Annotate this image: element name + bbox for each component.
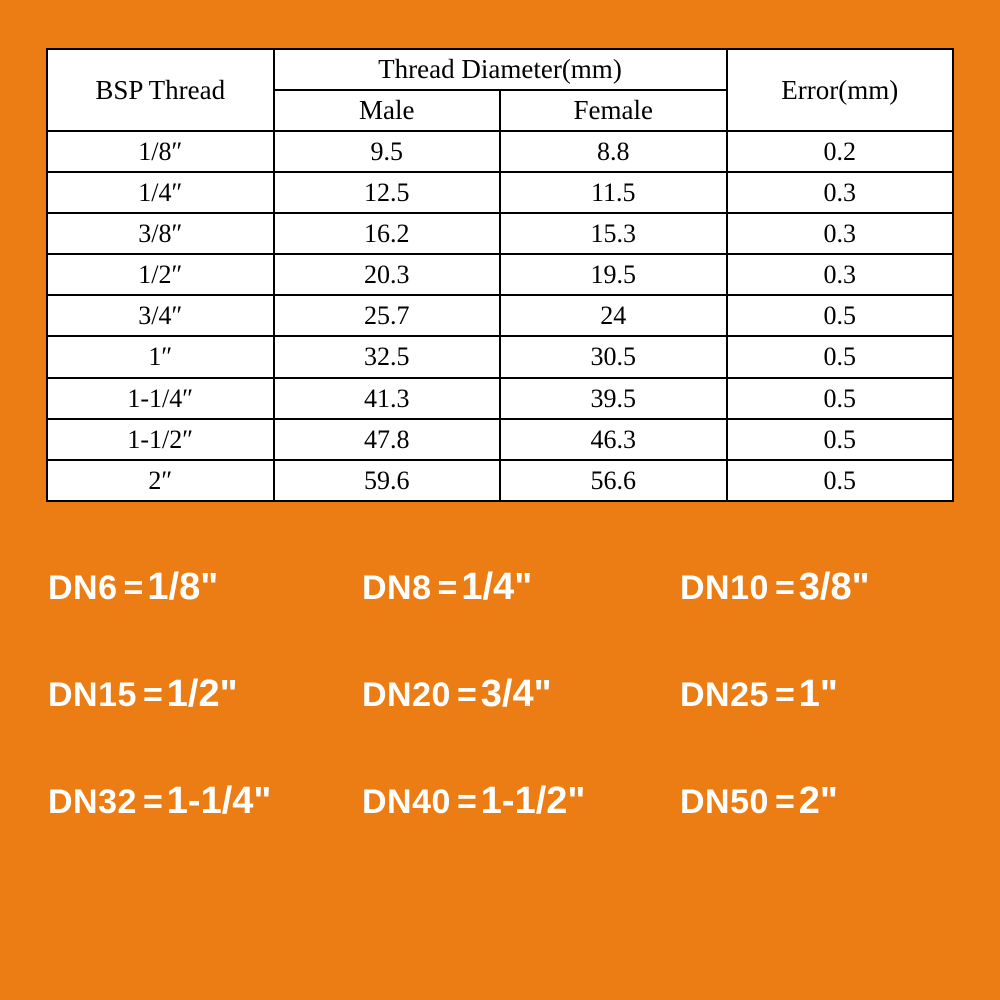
dn-value: 1-1/4" [167,780,272,823]
cell-bsp: 2″ [47,460,274,501]
cell-error: 0.5 [727,295,954,336]
dn-item: DN50 = 2" [658,780,954,823]
table-row: 1/4″ 12.5 11.5 0.3 [47,172,953,213]
cell-bsp: 1/2″ [47,254,274,295]
cell-male: 12.5 [274,172,501,213]
dn-item: DN6 = 1/8" [46,566,342,609]
cell-male: 25.7 [274,295,501,336]
dn-code: DN40 [362,783,451,822]
cell-error: 0.3 [727,254,954,295]
table-row: 1/8″ 9.5 8.8 0.2 [47,131,953,172]
dn-value: 1" [799,673,838,716]
dn-value: 3/4" [481,673,552,716]
cell-female: 24 [500,295,727,336]
cell-female: 39.5 [500,378,727,419]
table-row: 1-1/4″ 41.3 39.5 0.5 [47,378,953,419]
cell-male: 59.6 [274,460,501,501]
cell-female: 46.3 [500,419,727,460]
dn-code: DN32 [48,783,137,822]
dn-item: DN20 = 3/4" [352,673,648,716]
col-header-bsp: BSP Thread [47,49,274,131]
dn-code: DN15 [48,676,137,715]
cell-error: 0.2 [727,131,954,172]
col-header-error: Error(mm) [727,49,954,131]
dn-code: DN50 [680,783,769,822]
cell-female: 15.3 [500,213,727,254]
dn-code: DN10 [680,569,769,608]
equals-sign: = [769,676,799,715]
cell-female: 19.5 [500,254,727,295]
thread-spec-table-wrap: BSP Thread Thread Diameter(mm) Error(mm)… [46,48,954,502]
equals-sign: = [451,783,481,822]
cell-male: 20.3 [274,254,501,295]
cell-male: 32.5 [274,336,501,377]
table-row: 1/2″ 20.3 19.5 0.3 [47,254,953,295]
cell-error: 0.3 [727,213,954,254]
equals-sign: = [137,783,167,822]
cell-bsp: 1/4″ [47,172,274,213]
table-row: 1″ 32.5 30.5 0.5 [47,336,953,377]
dn-equivalence-grid: DN6 = 1/8" DN8 = 1/4" DN10 = 3/8" DN15 =… [46,566,954,823]
equals-sign: = [769,569,799,608]
equals-sign: = [769,783,799,822]
cell-error: 0.5 [727,378,954,419]
equals-sign: = [432,569,462,608]
dn-code: DN25 [680,676,769,715]
dn-value: 2" [799,780,838,823]
col-header-male: Male [274,90,501,131]
dn-value: 1/2" [167,673,238,716]
dn-item: DN15 = 1/2" [46,673,342,716]
cell-male: 16.2 [274,213,501,254]
dn-code: DN8 [362,569,432,608]
dn-value: 3/8" [799,566,870,609]
cell-female: 8.8 [500,131,727,172]
equals-sign: = [451,676,481,715]
dn-item: DN40 = 1-1/2" [352,780,648,823]
equals-sign: = [137,676,167,715]
cell-error: 0.3 [727,172,954,213]
dn-item: DN8 = 1/4" [352,566,648,609]
cell-female: 11.5 [500,172,727,213]
dn-code: DN6 [48,569,118,608]
dn-value: 1/8" [147,566,218,609]
cell-female: 30.5 [500,336,727,377]
col-header-female: Female [500,90,727,131]
dn-value: 1/4" [461,566,532,609]
cell-bsp: 3/4″ [47,295,274,336]
cell-bsp: 1″ [47,336,274,377]
col-header-diameter-group: Thread Diameter(mm) [274,49,727,90]
equals-sign: = [118,569,148,608]
dn-value: 1-1/2" [481,780,586,823]
cell-male: 41.3 [274,378,501,419]
dn-code: DN20 [362,676,451,715]
dn-item: DN25 = 1" [658,673,954,716]
cell-bsp: 1/8″ [47,131,274,172]
dn-item: DN10 = 3/8" [658,566,954,609]
table-row: 2″ 59.6 56.6 0.5 [47,460,953,501]
cell-male: 47.8 [274,419,501,460]
cell-bsp: 1-1/4″ [47,378,274,419]
cell-male: 9.5 [274,131,501,172]
cell-error: 0.5 [727,460,954,501]
cell-bsp: 1-1/2″ [47,419,274,460]
cell-error: 0.5 [727,419,954,460]
cell-bsp: 3/8″ [47,213,274,254]
thread-spec-table: BSP Thread Thread Diameter(mm) Error(mm)… [46,48,954,502]
table-row: 3/8″ 16.2 15.3 0.3 [47,213,953,254]
cell-female: 56.6 [500,460,727,501]
cell-error: 0.5 [727,336,954,377]
table-row: 3/4″ 25.7 24 0.5 [47,295,953,336]
table-row: 1-1/2″ 47.8 46.3 0.5 [47,419,953,460]
dn-item: DN32 = 1-1/4" [46,780,342,823]
